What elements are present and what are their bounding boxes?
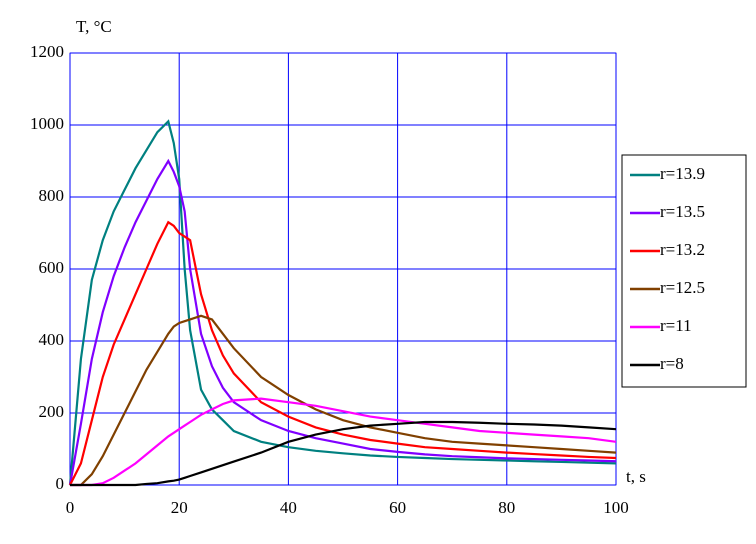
x-tick-label: 20 xyxy=(171,498,188,517)
y-tick-label: 800 xyxy=(39,186,65,205)
x-tick-label: 60 xyxy=(389,498,406,517)
legend-label: r=13.2 xyxy=(660,240,705,259)
y-tick-label: 1000 xyxy=(30,114,64,133)
series-line xyxy=(70,420,617,487)
series-line xyxy=(70,314,617,487)
series-line xyxy=(70,397,617,487)
y-tick-label: 200 xyxy=(39,402,65,421)
x-tick-label: 80 xyxy=(498,498,515,517)
series-line xyxy=(68,158,617,486)
series-line xyxy=(69,220,617,486)
legend-label: r=12.5 xyxy=(660,278,705,297)
legend-box xyxy=(621,154,747,388)
y-tick-label: 400 xyxy=(39,330,65,349)
legend-label: r=11 xyxy=(660,316,692,335)
y-tick-label: 1200 xyxy=(30,42,64,61)
legend-label: r=13.5 xyxy=(660,202,705,221)
x-tick-label: 40 xyxy=(280,498,297,517)
y-axis-label: T, °C xyxy=(76,17,112,36)
x-tick-label: 0 xyxy=(66,498,75,517)
y-tick-label: 0 xyxy=(56,474,65,493)
series-line xyxy=(68,119,617,486)
legend-label: r=13.9 xyxy=(660,164,705,183)
legend-label: r=8 xyxy=(660,354,684,373)
y-tick-label: 600 xyxy=(39,258,65,277)
x-axis-label: t, s xyxy=(626,467,646,486)
x-tick-label: 100 xyxy=(603,498,629,517)
